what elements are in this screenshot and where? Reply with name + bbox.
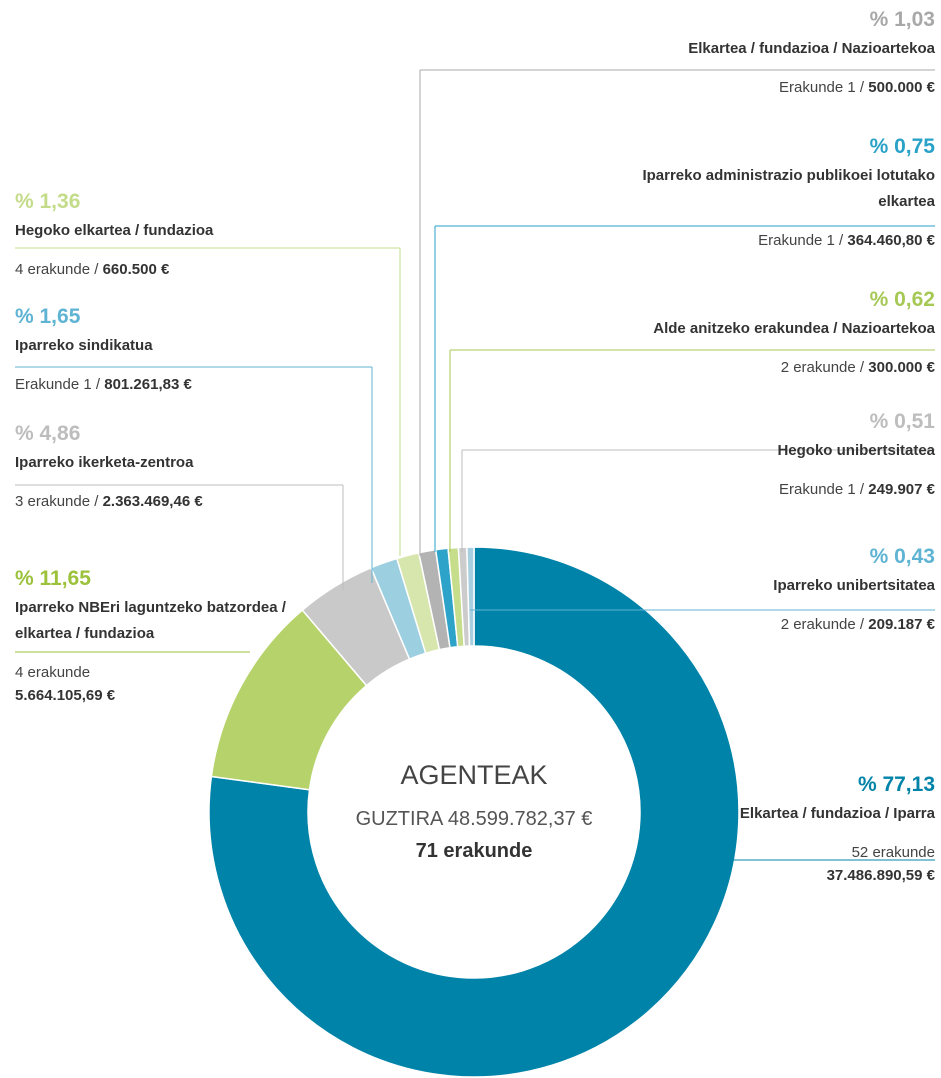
percent-label: % 0,43 bbox=[869, 545, 935, 568]
amount: 364.460,80 € bbox=[847, 232, 935, 249]
category-name: Iparreko NBEri laguntzeko batzordea / el… bbox=[15, 599, 286, 642]
slice-label: % 1,65 Iparreko sindikatua Erakunde 1 / 80… bbox=[15, 305, 345, 396]
slice-label: % 0,43 Iparreko unibertsitatea 2 erakunde … bbox=[515, 545, 935, 636]
center-count: 71 erakunde bbox=[415, 840, 533, 862]
details: 2 erakunde / 209.187 € bbox=[515, 613, 935, 636]
center-title: AGENTEAK bbox=[400, 760, 548, 790]
percent-label: % 1,36 bbox=[15, 190, 81, 213]
amount: 660.500 € bbox=[102, 261, 170, 278]
category-name: Iparreko sindikatua bbox=[15, 337, 153, 354]
details: 2 erakunde / 300.000 € bbox=[515, 356, 935, 379]
count: 4 erakunde bbox=[15, 664, 91, 681]
count: 2 erakunde / bbox=[780, 359, 865, 376]
percent-label: % 4,86 bbox=[15, 422, 81, 445]
category-name: Iparreko unibertsitatea bbox=[773, 577, 935, 594]
count: 3 erakunde / bbox=[15, 493, 99, 510]
count: 2 erakunde / bbox=[780, 616, 865, 633]
count: Erakunde 1 / bbox=[15, 376, 101, 393]
details: 4 erakunde 5.664.105,69 € bbox=[15, 661, 295, 707]
details: Erakunde 1 / 801.261,83 € bbox=[15, 373, 345, 396]
count: Erakunde 1 / bbox=[779, 79, 865, 96]
count: 4 erakunde / bbox=[15, 261, 99, 278]
slice-label: % 0,51 Hegoko unibertsitatea Erakunde 1 / … bbox=[515, 410, 935, 501]
category-name: Hegoko elkartea / fundazioa bbox=[15, 222, 214, 239]
count: 52 erakunde bbox=[851, 844, 935, 861]
amount: 300.000 € bbox=[868, 359, 935, 376]
details: 3 erakunde / 2.363.469,46 € bbox=[15, 490, 345, 513]
amount: 209.187 € bbox=[868, 616, 935, 633]
details: Erakunde 1 / 364.460,80 € bbox=[625, 229, 935, 252]
slice-label: % 1,03 Elkartea / fundazioa / Nazioarteko… bbox=[515, 8, 935, 99]
percent-label: % 0,75 bbox=[869, 135, 935, 158]
percent-label: % 1,03 bbox=[869, 8, 935, 31]
amount: 500.000 € bbox=[868, 79, 935, 96]
details: 4 erakunde / 660.500 € bbox=[15, 258, 345, 281]
count: Erakunde 1 / bbox=[779, 481, 865, 498]
amount: 5.664.105,69 € bbox=[15, 687, 116, 704]
percent-label: % 1,65 bbox=[15, 305, 81, 328]
donut-slice bbox=[466, 546, 475, 647]
category-name: Iparreko administrazio publikoei lotutak… bbox=[642, 167, 935, 210]
slice-label: % 77,13 Elkartea / fundazioa / Iparra 52 e… bbox=[725, 773, 935, 887]
slice-label: % 1,36 Hegoko elkartea / fundazioa 4 eraku… bbox=[15, 190, 345, 281]
center-total: GUZTIRA 48.599.782,37 € bbox=[355, 808, 593, 830]
details: Erakunde 1 / 249.907 € bbox=[515, 478, 935, 501]
amount: 37.486.890,59 € bbox=[826, 867, 935, 884]
details: Erakunde 1 / 500.000 € bbox=[515, 76, 935, 99]
percent-label: % 77,13 bbox=[857, 773, 935, 796]
category-name: Alde anitzeko erakundea / Nazioartekoa bbox=[653, 320, 935, 337]
percent-label: % 0,51 bbox=[869, 410, 935, 433]
percent-label: % 0,62 bbox=[869, 288, 935, 311]
amount: 2.363.469,46 € bbox=[102, 493, 203, 510]
category-name: Iparreko ikerketa-zentroa bbox=[15, 454, 194, 471]
category-name: Elkartea / fundazioa / Nazioartekoa bbox=[688, 40, 935, 57]
details: 52 erakunde 37.486.890,59 € bbox=[725, 841, 935, 887]
percent-label: % 11,65 bbox=[15, 567, 91, 590]
category-name: Hegoko unibertsitatea bbox=[777, 442, 935, 459]
slice-label: % 4,86 Iparreko ikerketa-zentroa 3 erakund… bbox=[15, 422, 345, 513]
amount: 801.261,83 € bbox=[104, 376, 192, 393]
amount: 249.907 € bbox=[868, 481, 935, 498]
slice-label: % 11,65 Iparreko NBEri laguntzeko batzord… bbox=[15, 567, 295, 707]
slice-label: % 0,62 Alde anitzeko erakundea / Nazioart… bbox=[515, 288, 935, 379]
donut-slice bbox=[208, 546, 740, 1078]
category-name: Elkartea / fundazioa / Iparra bbox=[739, 805, 935, 822]
count: Erakunde 1 / bbox=[758, 232, 844, 249]
slice-label: % 0,75 Iparreko administrazio publikoei l… bbox=[625, 135, 935, 252]
